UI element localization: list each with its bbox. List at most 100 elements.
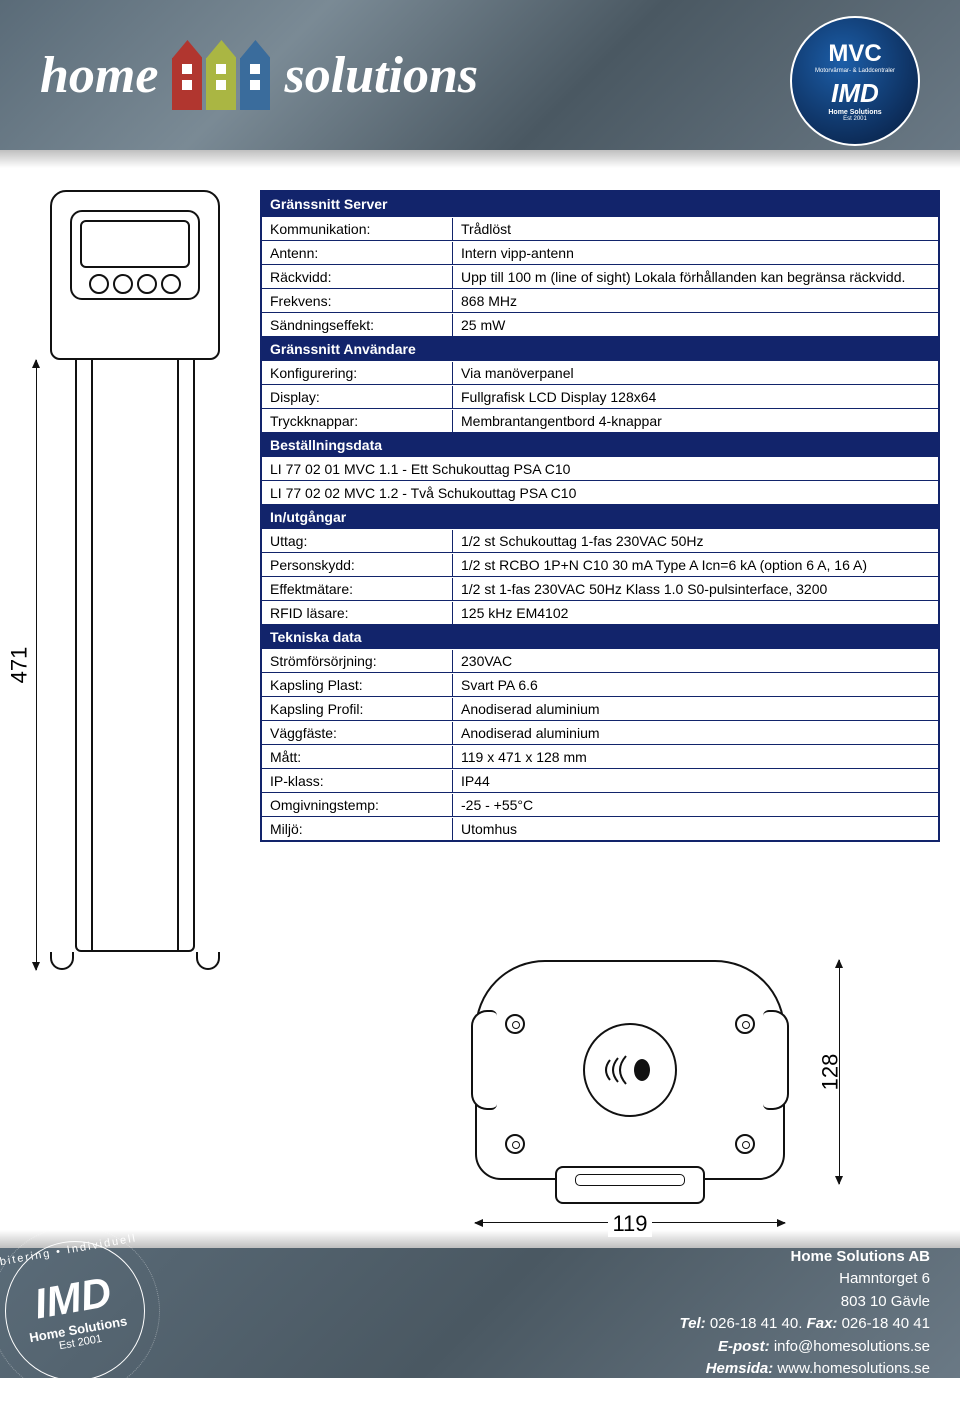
tv-screw-tl	[505, 1014, 525, 1034]
section-tech-label: Tekniska data	[262, 626, 370, 648]
table-cell-label: Kommunikation:	[262, 218, 452, 240]
table-cell-value: Via manöverpanel	[452, 362, 938, 384]
table-cell-value: 125 kHz EM4102	[452, 602, 938, 624]
table-row: RFID läsare:125 kHz EM4102	[262, 600, 938, 624]
mvc-badge-est: Est 2001	[843, 116, 867, 122]
table-cell-label: Väggfäste:	[262, 722, 452, 744]
table-row: Uttag:1/2 st Schukouttag 1-fas 230VAC 50…	[262, 528, 938, 552]
table-cell-value: Svart PA 6.6	[452, 674, 938, 696]
footer-addr1: Hamntorget 6	[680, 1268, 930, 1291]
table-row: LI 77 02 02 MVC 1.2 - Två Schukouttag PS…	[262, 480, 938, 504]
footer-email: info@homesolutions.se	[774, 1338, 930, 1355]
footer-banner: ebitering • Individuell IMD Home Solutio…	[0, 1248, 960, 1378]
table-row: Omgivningstemp:-25 - +55°C	[262, 792, 938, 816]
table-cell-value: 868 MHz	[452, 290, 938, 312]
device-front-drawing: 471	[45, 190, 225, 970]
mvc-badge-hs: Home Solutions	[828, 109, 881, 116]
topview-area: 128 119	[350, 960, 910, 1220]
footer-addr2: 803 10 Gävle	[680, 1291, 930, 1314]
table-row: Personskydd:1/2 st RCBO 1P+N C10 30 mA T…	[262, 552, 938, 576]
table-cell-value: Membrantangentbord 4-knappar	[452, 410, 938, 432]
table-row: Display:Fullgrafisk LCD Display 128x64	[262, 384, 938, 408]
mvc-badge-mvc: MVC	[828, 40, 881, 68]
section-io: In/utgångar	[262, 504, 938, 528]
table-cell-label: Frekvens:	[262, 290, 452, 312]
device-screen-frame	[70, 210, 200, 300]
imd-stamp: ebitering • Individuell IMD Home Solutio…	[0, 1201, 185, 1421]
footer-phones: Tel: 026-18 41 40. Fax: 026-18 40 41	[680, 1313, 930, 1336]
table-cell-value: 1/2 st 1-fas 230VAC 50Hz Klass 1.0 S0-pu…	[452, 578, 938, 600]
footer-fax: 026-18 40 41	[842, 1315, 930, 1332]
footer-web-label: Hemsida:	[706, 1360, 774, 1377]
section-server-label: Gränssnitt Server	[262, 193, 396, 215]
table-cell-value: 230VAC	[452, 650, 938, 672]
table-cell-label: Strömförsörjning:	[262, 650, 452, 672]
dim-128-value: 128	[817, 1054, 843, 1091]
logo-left: home	[40, 46, 158, 105]
device-head	[50, 190, 220, 360]
footer-email-label: E-post:	[718, 1338, 770, 1355]
logo-right: solutions	[284, 46, 478, 105]
logo-buildings	[172, 40, 270, 110]
device-buttons	[72, 274, 198, 294]
device-feet	[50, 952, 220, 970]
table-cell-label: Tryckknappar:	[262, 410, 452, 432]
table-row: Kapsling Plast:Svart PA 6.6	[262, 672, 938, 696]
table-row: LI 77 02 01 MVC 1.1 - Ett Schukouttag PS…	[262, 456, 938, 480]
table-cell-label: Personskydd:	[262, 554, 452, 576]
table-cell-full: LI 77 02 02 MVC 1.2 - Två Schukouttag PS…	[262, 482, 938, 504]
table-row: Väggfäste:Anodiserad aluminium	[262, 720, 938, 744]
table-row: Kapsling Profil:Anodiserad aluminium	[262, 696, 938, 720]
table-cell-value: 1/2 st RCBO 1P+N C10 30 mA Type A Icn=6 …	[452, 554, 938, 576]
table-cell-value: Anodiserad aluminium	[452, 698, 938, 720]
table-cell-full: LI 77 02 01 MVC 1.1 - Ett Schukouttag PS…	[262, 458, 938, 480]
table-cell-value: -25 - +55°C	[452, 794, 938, 816]
section-server: Gränssnitt Server	[262, 192, 938, 216]
table-cell-label: Sändningseffekt:	[262, 314, 452, 336]
rfid-icon	[583, 1023, 677, 1117]
footer-tel-label: Tel:	[680, 1315, 706, 1332]
table-cell-value: Fullgrafisk LCD Display 128x64	[452, 386, 938, 408]
footer-text: Home Solutions AB Hamntorget 6 803 10 Gä…	[680, 1246, 930, 1381]
footer-fax-label: Fax:	[807, 1315, 838, 1332]
table-cell-label: Omgivningstemp:	[262, 794, 452, 816]
dim-128: 128	[795, 960, 865, 1184]
spec-table: Gränssnitt Server Kommunikation:Trådlöst…	[260, 190, 940, 842]
table-row: Tryckknappar:Membrantangentbord 4-knappa…	[262, 408, 938, 432]
table-row: Antenn:Intern vipp-antenn	[262, 240, 938, 264]
table-cell-label: Konfigurering:	[262, 362, 452, 384]
device-lcd	[80, 220, 190, 268]
table-cell-value: 1/2 st Schukouttag 1-fas 230VAC 50Hz	[452, 530, 938, 552]
table-cell-value: Utomhus	[452, 818, 938, 840]
table-cell-value: Intern vipp-antenn	[452, 242, 938, 264]
tv-notch-right	[763, 1010, 789, 1110]
table-row: Konfigurering:Via manöverpanel	[262, 360, 938, 384]
table-cell-value: IP44	[452, 770, 938, 792]
table-row: Kommunikation:Trådlöst	[262, 216, 938, 240]
table-row: Mått:119 x 471 x 128 mm	[262, 744, 938, 768]
tv-screw-br	[735, 1134, 755, 1154]
logo-building-b	[206, 40, 236, 110]
table-cell-value: 119 x 471 x 128 mm	[452, 746, 938, 768]
footer-web: www.homesolutions.se	[777, 1360, 930, 1377]
footer-web-row: Hemsida: www.homesolutions.se	[680, 1358, 930, 1381]
tv-bottom	[555, 1166, 705, 1204]
device-top-drawing: 128 119	[475, 960, 785, 1180]
table-cell-label: IP-klass:	[262, 770, 452, 792]
table-cell-label: Antenn:	[262, 242, 452, 264]
table-cell-value: 25 mW	[452, 314, 938, 336]
device-column: 471	[20, 190, 250, 970]
table-row: Miljö:Utomhus	[262, 816, 938, 840]
table-row: IP-klass:IP44	[262, 768, 938, 792]
table-cell-label: RFID läsare:	[262, 602, 452, 624]
section-io-label: In/utgångar	[262, 506, 354, 528]
section-order: Beställningsdata	[262, 432, 938, 456]
mvc-badge-imd: IMD	[831, 78, 879, 109]
tv-notch-left	[471, 1010, 497, 1110]
footer-tel: 026-18 41 40.	[710, 1315, 803, 1332]
table-cell-value: Upp till 100 m (line of sight) Lokala fö…	[452, 266, 938, 288]
table-cell-label: Kapsling Profil:	[262, 698, 452, 720]
tv-screw-bl	[505, 1134, 525, 1154]
dim-471-value: 471	[6, 647, 32, 684]
content-area: 471 Gränssnitt Server Kommunikation:Tråd…	[0, 150, 960, 970]
